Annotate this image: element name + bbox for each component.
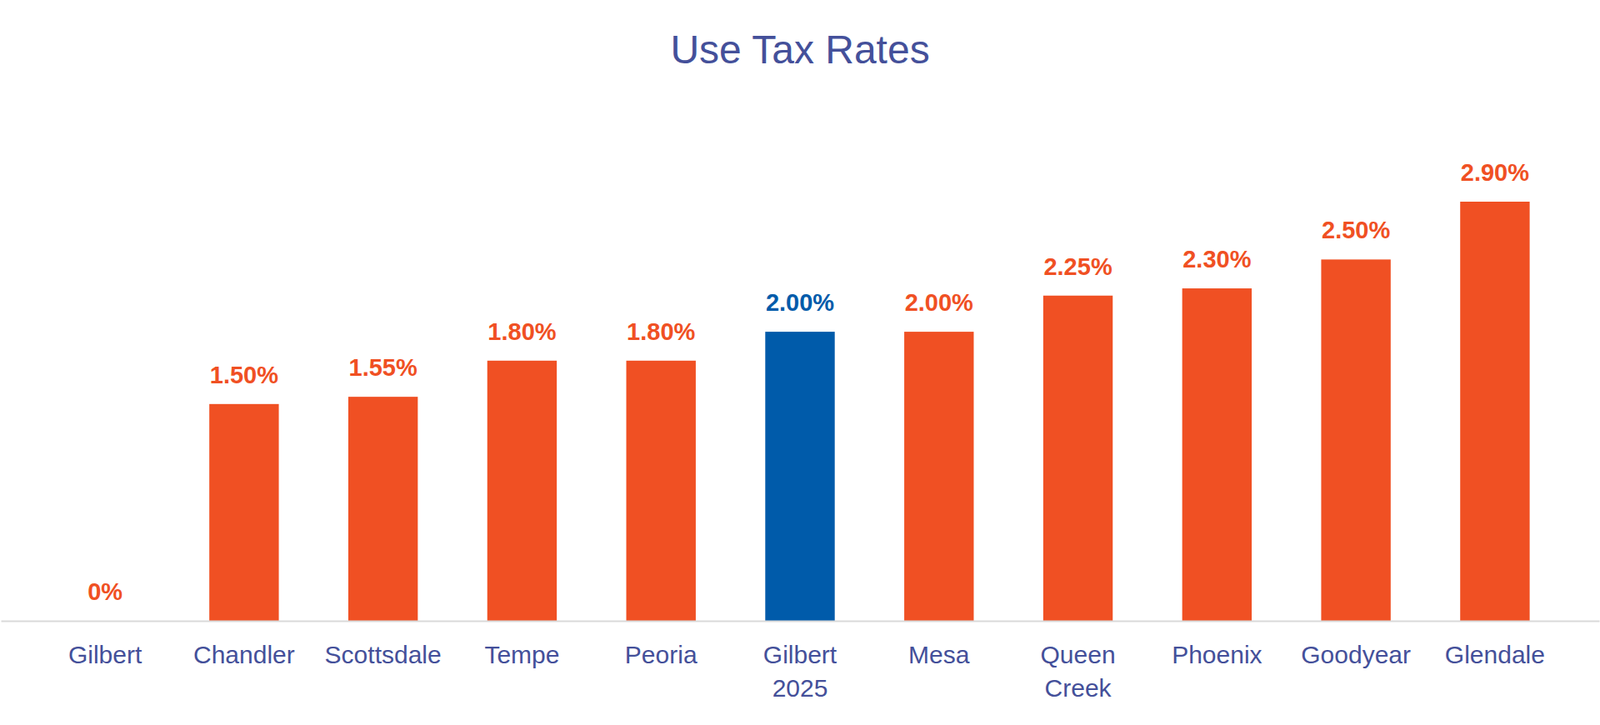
- bar: [1460, 201, 1530, 621]
- bar: [487, 360, 557, 621]
- x-tick-label-line: Creek: [1045, 674, 1113, 702]
- x-tick: Chandler: [193, 640, 295, 669]
- data-label: 2.30%: [1182, 245, 1251, 273]
- x-tick-label: Mesa: [908, 640, 970, 669]
- x-tick: Mesa: [908, 640, 970, 669]
- data-label: 0%: [87, 578, 123, 605]
- x-tick-label-line: Scottsdale: [325, 640, 442, 669]
- x-tick-label: Glendale: [1445, 640, 1545, 669]
- x-tick-label: Tempe: [484, 640, 560, 669]
- x-tick-label: Goodyear: [1300, 640, 1411, 669]
- data-label: 2.90%: [1460, 159, 1530, 186]
- x-tick-label-line: Phoenix: [1171, 640, 1262, 669]
- x-axis-line: [1, 620, 1600, 623]
- chart-title: Use Tax Rates: [670, 27, 930, 72]
- x-tick: Phoenix: [1171, 640, 1262, 669]
- data-label: 1.80%: [487, 318, 556, 345]
- x-tick-label-line: 2025: [772, 674, 829, 702]
- x-tick: Queen Creek: [1040, 640, 1116, 702]
- chart: Use Tax Rates Gilbert Chandler Scottsdale Te…: [0, 0, 1600, 725]
- bar: [765, 331, 835, 621]
- x-tick-label-line: Peoria: [625, 640, 698, 669]
- x-tick-label: Peoria: [625, 640, 698, 669]
- x-tick-label-line: Gilbert: [68, 640, 143, 669]
- x-tick-label: Gilbert 2025: [763, 640, 838, 702]
- x-tick-label: Chandler: [193, 640, 295, 669]
- data-label: 2.00%: [905, 289, 974, 316]
- x-tick-label: Phoenix: [1171, 640, 1262, 669]
- x-tick: Glendale: [1445, 640, 1545, 669]
- x-tick: Gilbert: [68, 640, 143, 669]
- x-tick-label-line: Chandler: [193, 640, 295, 669]
- data-label: 2.25%: [1043, 253, 1112, 280]
- x-tick-label-line: Glendale: [1445, 640, 1545, 669]
- x-tick: Scottsdale: [325, 640, 442, 669]
- bar: [348, 396, 418, 621]
- x-tick-label: Gilbert: [68, 640, 143, 669]
- bar: [1182, 288, 1252, 621]
- data-label: 2.00%: [765, 289, 835, 316]
- data-label: 1.80%: [626, 318, 695, 345]
- bar: [904, 331, 974, 621]
- bar: [1320, 259, 1390, 621]
- x-tick-label-line: Tempe: [484, 640, 560, 669]
- data-label: 1.50%: [210, 361, 279, 389]
- x-tick-label: Scottsdale: [325, 640, 442, 669]
- x-tick: Peoria: [625, 640, 698, 669]
- x-tick-label-line: Queen: [1040, 640, 1116, 669]
- bars: [209, 201, 1530, 621]
- data-label: 2.50%: [1321, 216, 1390, 244]
- bar: [209, 404, 279, 621]
- x-tick-label: Queen Creek: [1040, 640, 1116, 702]
- data-label: 1.55%: [349, 354, 418, 381]
- x-tick: Tempe: [484, 640, 560, 669]
- x-tick-label-line: Mesa: [908, 640, 970, 669]
- data-labels: 0% 1.50% 1.55% 1.80% 1.80% 2.00% 2.00% 2.25% 2.3…: [87, 159, 1530, 605]
- x-tick: Goodyear: [1300, 640, 1411, 669]
- bar: [1043, 295, 1113, 621]
- x-tick-label-line: Goodyear: [1300, 640, 1411, 669]
- x-tick-label-line: Gilbert: [763, 640, 838, 669]
- x-tick: Gilbert 2025: [763, 640, 838, 702]
- x-axis: Gilbert Chandler Scottsdale Tempe Peoria Gilb…: [1, 621, 1600, 703]
- bar: [626, 360, 696, 621]
